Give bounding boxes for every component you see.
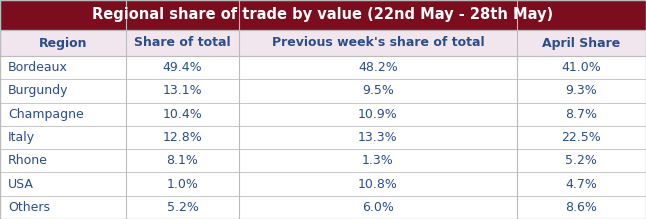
Text: 8.1%: 8.1%: [167, 154, 198, 167]
Text: USA: USA: [8, 178, 34, 191]
Bar: [0, 126, 646, 149]
Text: 5.2%: 5.2%: [167, 201, 198, 214]
Text: 12.8%: 12.8%: [163, 131, 202, 144]
Text: 1.3%: 1.3%: [362, 154, 394, 167]
Text: 9.5%: 9.5%: [362, 85, 394, 97]
Bar: [0, 56, 646, 79]
Text: 1.0%: 1.0%: [167, 178, 198, 191]
Text: 10.8%: 10.8%: [358, 178, 398, 191]
Text: 49.4%: 49.4%: [163, 61, 202, 74]
Text: April Share: April Share: [542, 37, 621, 49]
Text: 13.1%: 13.1%: [163, 85, 202, 97]
Text: 6.0%: 6.0%: [362, 201, 394, 214]
Text: Region: Region: [39, 37, 87, 49]
Text: Regional share of trade by value (22nd May - 28th May): Regional share of trade by value (22nd M…: [92, 7, 554, 23]
Text: 41.0%: 41.0%: [561, 61, 601, 74]
Text: Others: Others: [8, 201, 50, 214]
Text: Rhone: Rhone: [8, 154, 48, 167]
Bar: [0, 196, 646, 219]
Bar: [0, 30, 646, 56]
Text: 13.3%: 13.3%: [358, 131, 398, 144]
Text: 10.4%: 10.4%: [163, 108, 202, 121]
Text: Share of total: Share of total: [134, 37, 231, 49]
Text: 8.6%: 8.6%: [565, 201, 598, 214]
Text: Champagne: Champagne: [8, 108, 83, 121]
Text: Previous week's share of total: Previous week's share of total: [271, 37, 484, 49]
Bar: [0, 149, 646, 172]
Text: 48.2%: 48.2%: [358, 61, 398, 74]
Bar: [0, 102, 646, 126]
Text: 10.9%: 10.9%: [358, 108, 398, 121]
Bar: [0, 79, 646, 102]
Text: 8.7%: 8.7%: [565, 108, 598, 121]
Text: Italy: Italy: [8, 131, 35, 144]
Bar: [0, 0, 646, 30]
Text: 5.2%: 5.2%: [565, 154, 598, 167]
Text: 4.7%: 4.7%: [565, 178, 598, 191]
Text: 9.3%: 9.3%: [565, 85, 598, 97]
Text: 22.5%: 22.5%: [561, 131, 601, 144]
Text: Burgundy: Burgundy: [8, 85, 68, 97]
Text: Bordeaux: Bordeaux: [8, 61, 68, 74]
Bar: [0, 172, 646, 196]
